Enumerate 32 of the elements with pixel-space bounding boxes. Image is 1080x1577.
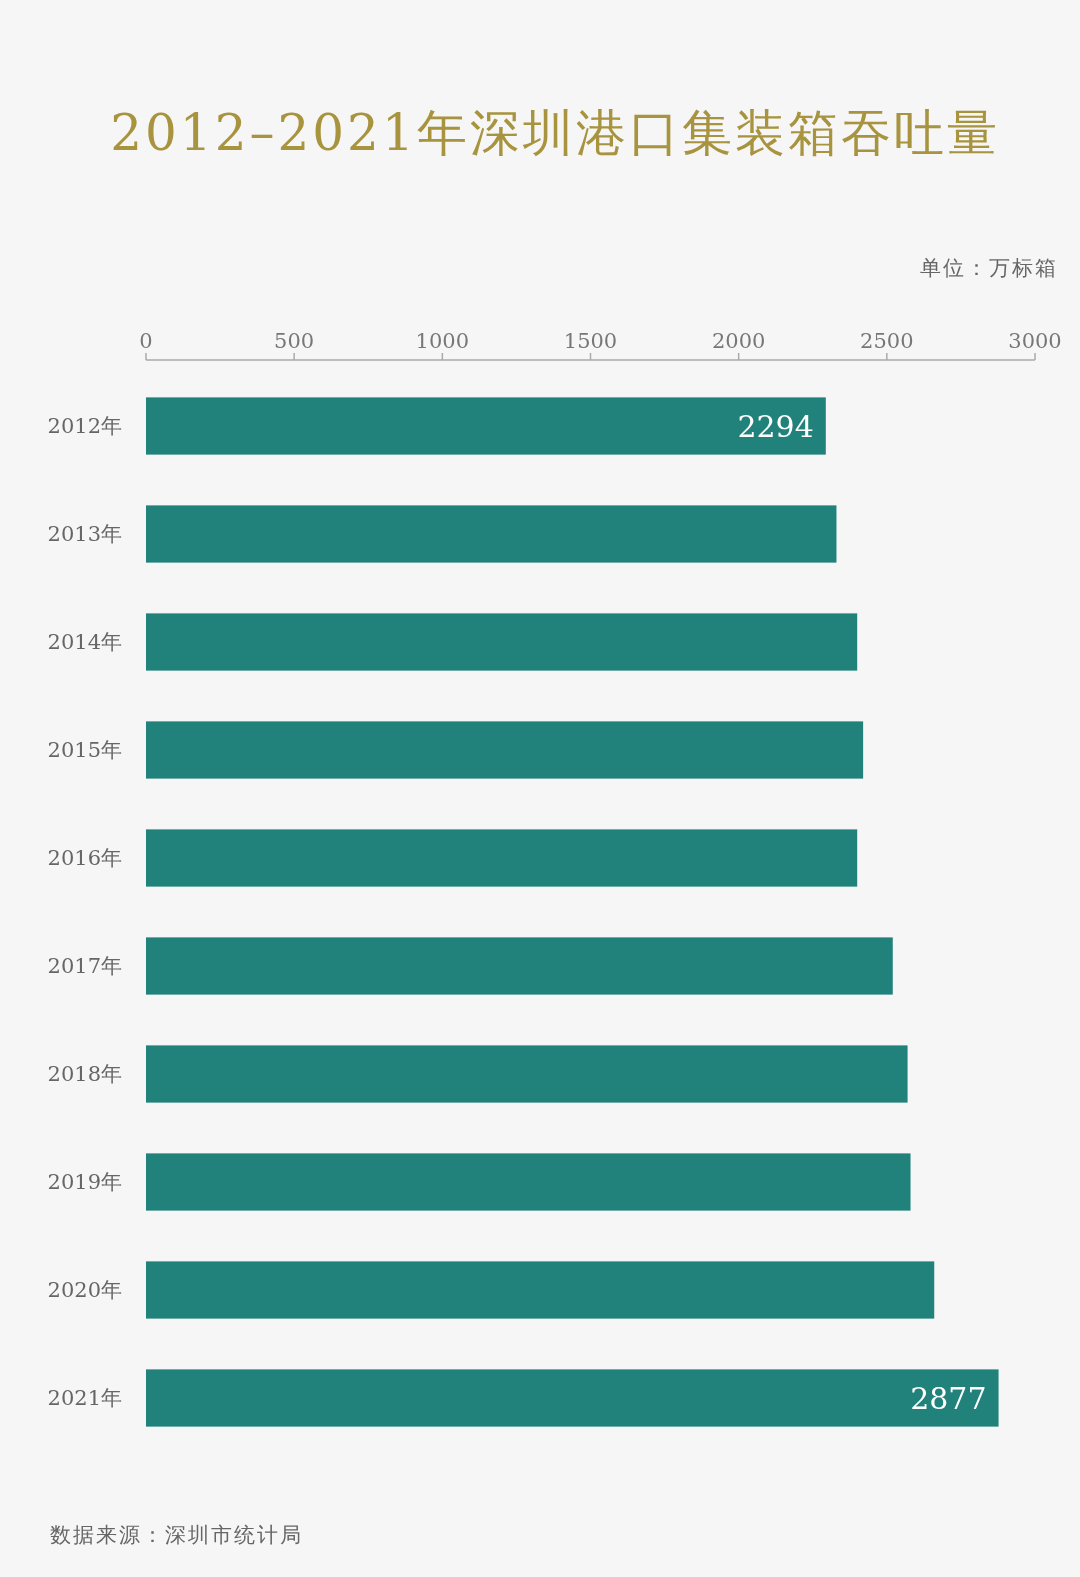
y-tick-label: 2016年 bbox=[47, 846, 122, 870]
y-tick-label: 2014年 bbox=[47, 630, 122, 654]
bar bbox=[146, 937, 893, 995]
y-tick-label: 2013年 bbox=[47, 522, 122, 546]
y-tick-label: 2017年 bbox=[47, 954, 122, 978]
bar bbox=[146, 1261, 935, 1319]
y-tick-label: 2019年 bbox=[47, 1170, 122, 1194]
data-label: 2877 bbox=[910, 1380, 987, 1416]
y-tick-label: 2018年 bbox=[47, 1062, 122, 1086]
x-tick-label: 500 bbox=[274, 329, 315, 353]
bar bbox=[146, 721, 864, 779]
x-tick-label: 2000 bbox=[711, 329, 766, 353]
x-tick-label: 1000 bbox=[415, 329, 470, 353]
chart-title: 2012–2021年深圳港口集装箱吞吐量 bbox=[110, 104, 1000, 162]
y-tick-label: 2020年 bbox=[47, 1278, 122, 1302]
data-label: 2294 bbox=[737, 408, 814, 444]
x-tick-label: 1500 bbox=[563, 329, 618, 353]
y-tick-label: 2012年 bbox=[47, 414, 122, 438]
bar bbox=[146, 1045, 908, 1103]
y-tick-label: 2015年 bbox=[47, 738, 122, 762]
x-tick-label: 0 bbox=[139, 329, 153, 353]
source-note: 数据来源：深圳市统计局 bbox=[50, 1523, 303, 1547]
x-tick-label: 2500 bbox=[860, 329, 914, 353]
x-tick-label: 3000 bbox=[1008, 329, 1062, 353]
bar bbox=[146, 1153, 911, 1211]
bar bbox=[146, 613, 858, 671]
y-tick-label: 2021年 bbox=[47, 1386, 122, 1410]
x-axis-title: 单位：万标箱 bbox=[920, 256, 1058, 280]
bar bbox=[146, 397, 826, 455]
bar bbox=[146, 505, 837, 563]
bar bbox=[146, 1369, 999, 1427]
bar bbox=[146, 829, 858, 887]
